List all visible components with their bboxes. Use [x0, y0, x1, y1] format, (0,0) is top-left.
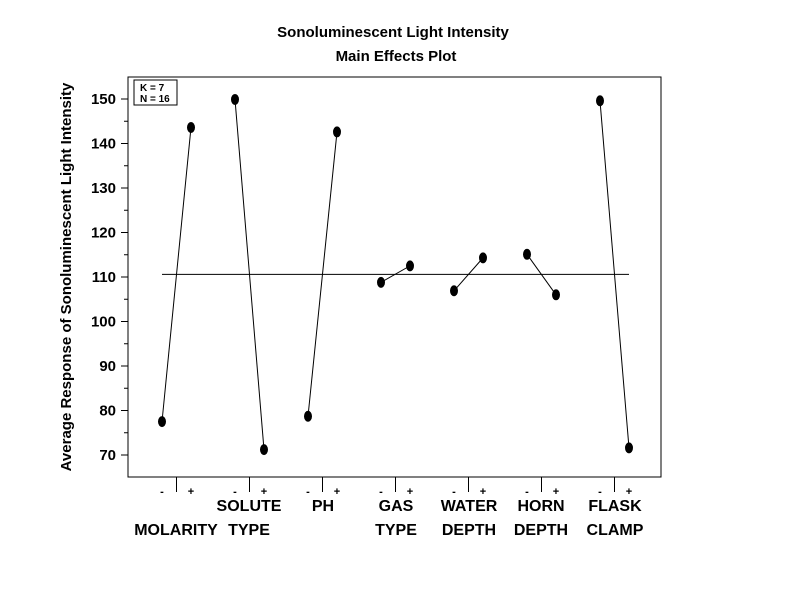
chart-subtitle: Main Effects Plot	[336, 48, 457, 65]
effect-point-plus	[479, 252, 487, 264]
effect-point-minus	[523, 248, 531, 260]
effect-line	[234, 99, 265, 450]
effect-point-minus	[450, 285, 458, 297]
legend-box: K = 7 N = 16	[133, 79, 178, 106]
x-level-label-minus: -	[379, 486, 383, 498]
x-level-label-minus: -	[306, 486, 310, 498]
effect-point-plus	[333, 126, 341, 138]
x-level-label-plus: +	[407, 486, 413, 498]
effect-line	[161, 127, 192, 422]
y-tick-label: 140	[91, 136, 116, 153]
x-factor-label-bottom: TYPE	[228, 522, 270, 539]
x-level-label-plus: +	[553, 486, 559, 498]
x-factor-label-bottom: MOLARITY	[134, 522, 218, 539]
effect-point-plus	[625, 442, 633, 454]
x-factor-label-bottom: TYPE	[375, 522, 417, 539]
x-level-label-minus: -	[160, 486, 164, 498]
effect-line	[307, 131, 338, 417]
x-level-label-plus: +	[188, 486, 194, 498]
x-level-label-minus: -	[598, 486, 602, 498]
x-level-label-minus: -	[452, 486, 456, 498]
effect-line	[526, 254, 557, 296]
x-factor-label-bottom: DEPTH	[514, 522, 568, 539]
plot-frame	[127, 76, 662, 478]
legend-frame	[133, 79, 178, 106]
effect-point-plus	[552, 289, 560, 301]
effect-point-plus	[187, 121, 195, 133]
effect-point-plus	[406, 260, 414, 272]
y-tick-label: 80	[99, 403, 116, 420]
x-level-label-plus: +	[334, 486, 340, 498]
y-tick-label: 150	[91, 91, 116, 108]
y-tick-label: 130	[91, 180, 116, 197]
x-factor-label-top: FLASK	[588, 498, 642, 515]
y-axis: 70 80 90 100 110 120 130 140 150	[91, 91, 128, 464]
x-level-label-plus: +	[261, 486, 267, 498]
y-tick-label: 110	[92, 269, 116, 286]
x-factor-label-top: GAS	[379, 498, 414, 515]
y-axis-label: Average Response of Sonoluminescent Ligh…	[58, 82, 75, 471]
y-tick-label: 120	[91, 225, 116, 242]
x-factor-label-bottom: CLAMP	[587, 522, 644, 539]
x-level-label-plus: +	[480, 486, 486, 498]
x-factor-label-top: SOLUTE	[217, 498, 282, 515]
y-tick-label: 100	[91, 314, 116, 331]
effect-point-minus	[304, 410, 312, 422]
x-factor-label-top: WATER	[441, 498, 498, 515]
x-level-label-plus: +	[626, 486, 632, 498]
effect-line	[599, 100, 630, 448]
chart-title: Sonoluminescent Light Intensity	[277, 24, 509, 41]
x-factor-label-top: PH	[312, 498, 334, 515]
effect-line	[380, 265, 411, 283]
effect-point-minus	[158, 416, 166, 428]
x-level-label-minus: -	[525, 486, 529, 498]
effects-series	[158, 93, 633, 456]
y-tick-label: 70	[99, 447, 116, 464]
effect-point-minus	[377, 276, 385, 288]
x-factor-label-top: HORN	[517, 498, 564, 515]
legend-k: K = 7	[140, 83, 165, 94]
x-factor-label-bottom: DEPTH	[442, 522, 496, 539]
effect-point-minus	[231, 93, 239, 105]
legend-n: N = 16	[140, 94, 170, 105]
effect-point-plus	[260, 444, 268, 456]
effect-point-minus	[596, 95, 604, 107]
y-tick-label: 90	[99, 358, 116, 375]
effect-line	[453, 257, 484, 292]
x-level-label-minus: -	[233, 486, 237, 498]
